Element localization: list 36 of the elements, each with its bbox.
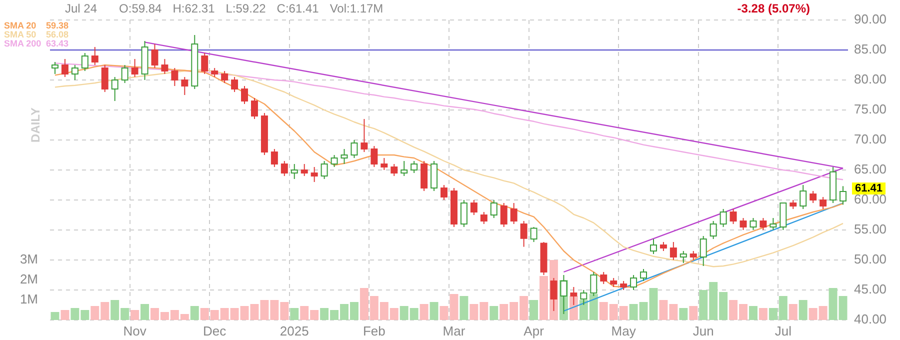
y2-tick-label: 3M bbox=[20, 252, 38, 267]
x-tick-label: Apr bbox=[524, 323, 545, 338]
x-tick-label: May bbox=[611, 323, 636, 338]
y2-tick-label: 1M bbox=[20, 292, 38, 307]
x-tick-label: Jun bbox=[692, 323, 714, 338]
annotation: 59.38 bbox=[46, 20, 69, 30]
x-tick-label: Mar bbox=[442, 323, 466, 338]
y-tick-label: 70.00 bbox=[854, 132, 887, 147]
y-tick-label: 75.00 bbox=[854, 102, 887, 117]
x-tick-label: Nov bbox=[123, 323, 147, 338]
y-tick-label: 45.00 bbox=[854, 282, 887, 297]
text: O:59.84 bbox=[119, 1, 162, 16]
y-tick-label: 80.00 bbox=[854, 72, 887, 87]
text: 61.41 bbox=[855, 182, 883, 195]
y-tick-label: 85.00 bbox=[854, 42, 887, 57]
x-tick-label: Feb bbox=[362, 323, 386, 338]
text: H:62.31 bbox=[172, 1, 216, 16]
y-tick-label: 55.00 bbox=[854, 222, 887, 237]
annotation: 63.43 bbox=[46, 38, 69, 48]
y-tick-label: 90.00 bbox=[854, 12, 887, 27]
text: SMA 20 bbox=[4, 20, 36, 30]
text: -3.28 (5.07%) bbox=[737, 1, 810, 16]
text: C:61.41 bbox=[276, 1, 320, 16]
annotation: 56.08 bbox=[46, 29, 69, 40]
text: SMA 200 bbox=[4, 38, 42, 48]
text: SMA 50 bbox=[4, 29, 36, 40]
x-tick-label: Jul bbox=[774, 323, 792, 338]
y2-tick-label: 2M bbox=[20, 272, 38, 287]
text: L:59.22 bbox=[226, 1, 266, 16]
text: Jul 24 bbox=[65, 1, 98, 16]
text: Vol:1.17M bbox=[330, 1, 384, 16]
x-tick-label: Dec bbox=[203, 323, 227, 338]
y-tick-label: 40.00 bbox=[854, 312, 887, 327]
y-tick-label: 65.00 bbox=[854, 162, 887, 177]
y-tick-label: 50.00 bbox=[854, 252, 887, 267]
x-tick-label: 2025 bbox=[280, 323, 309, 338]
